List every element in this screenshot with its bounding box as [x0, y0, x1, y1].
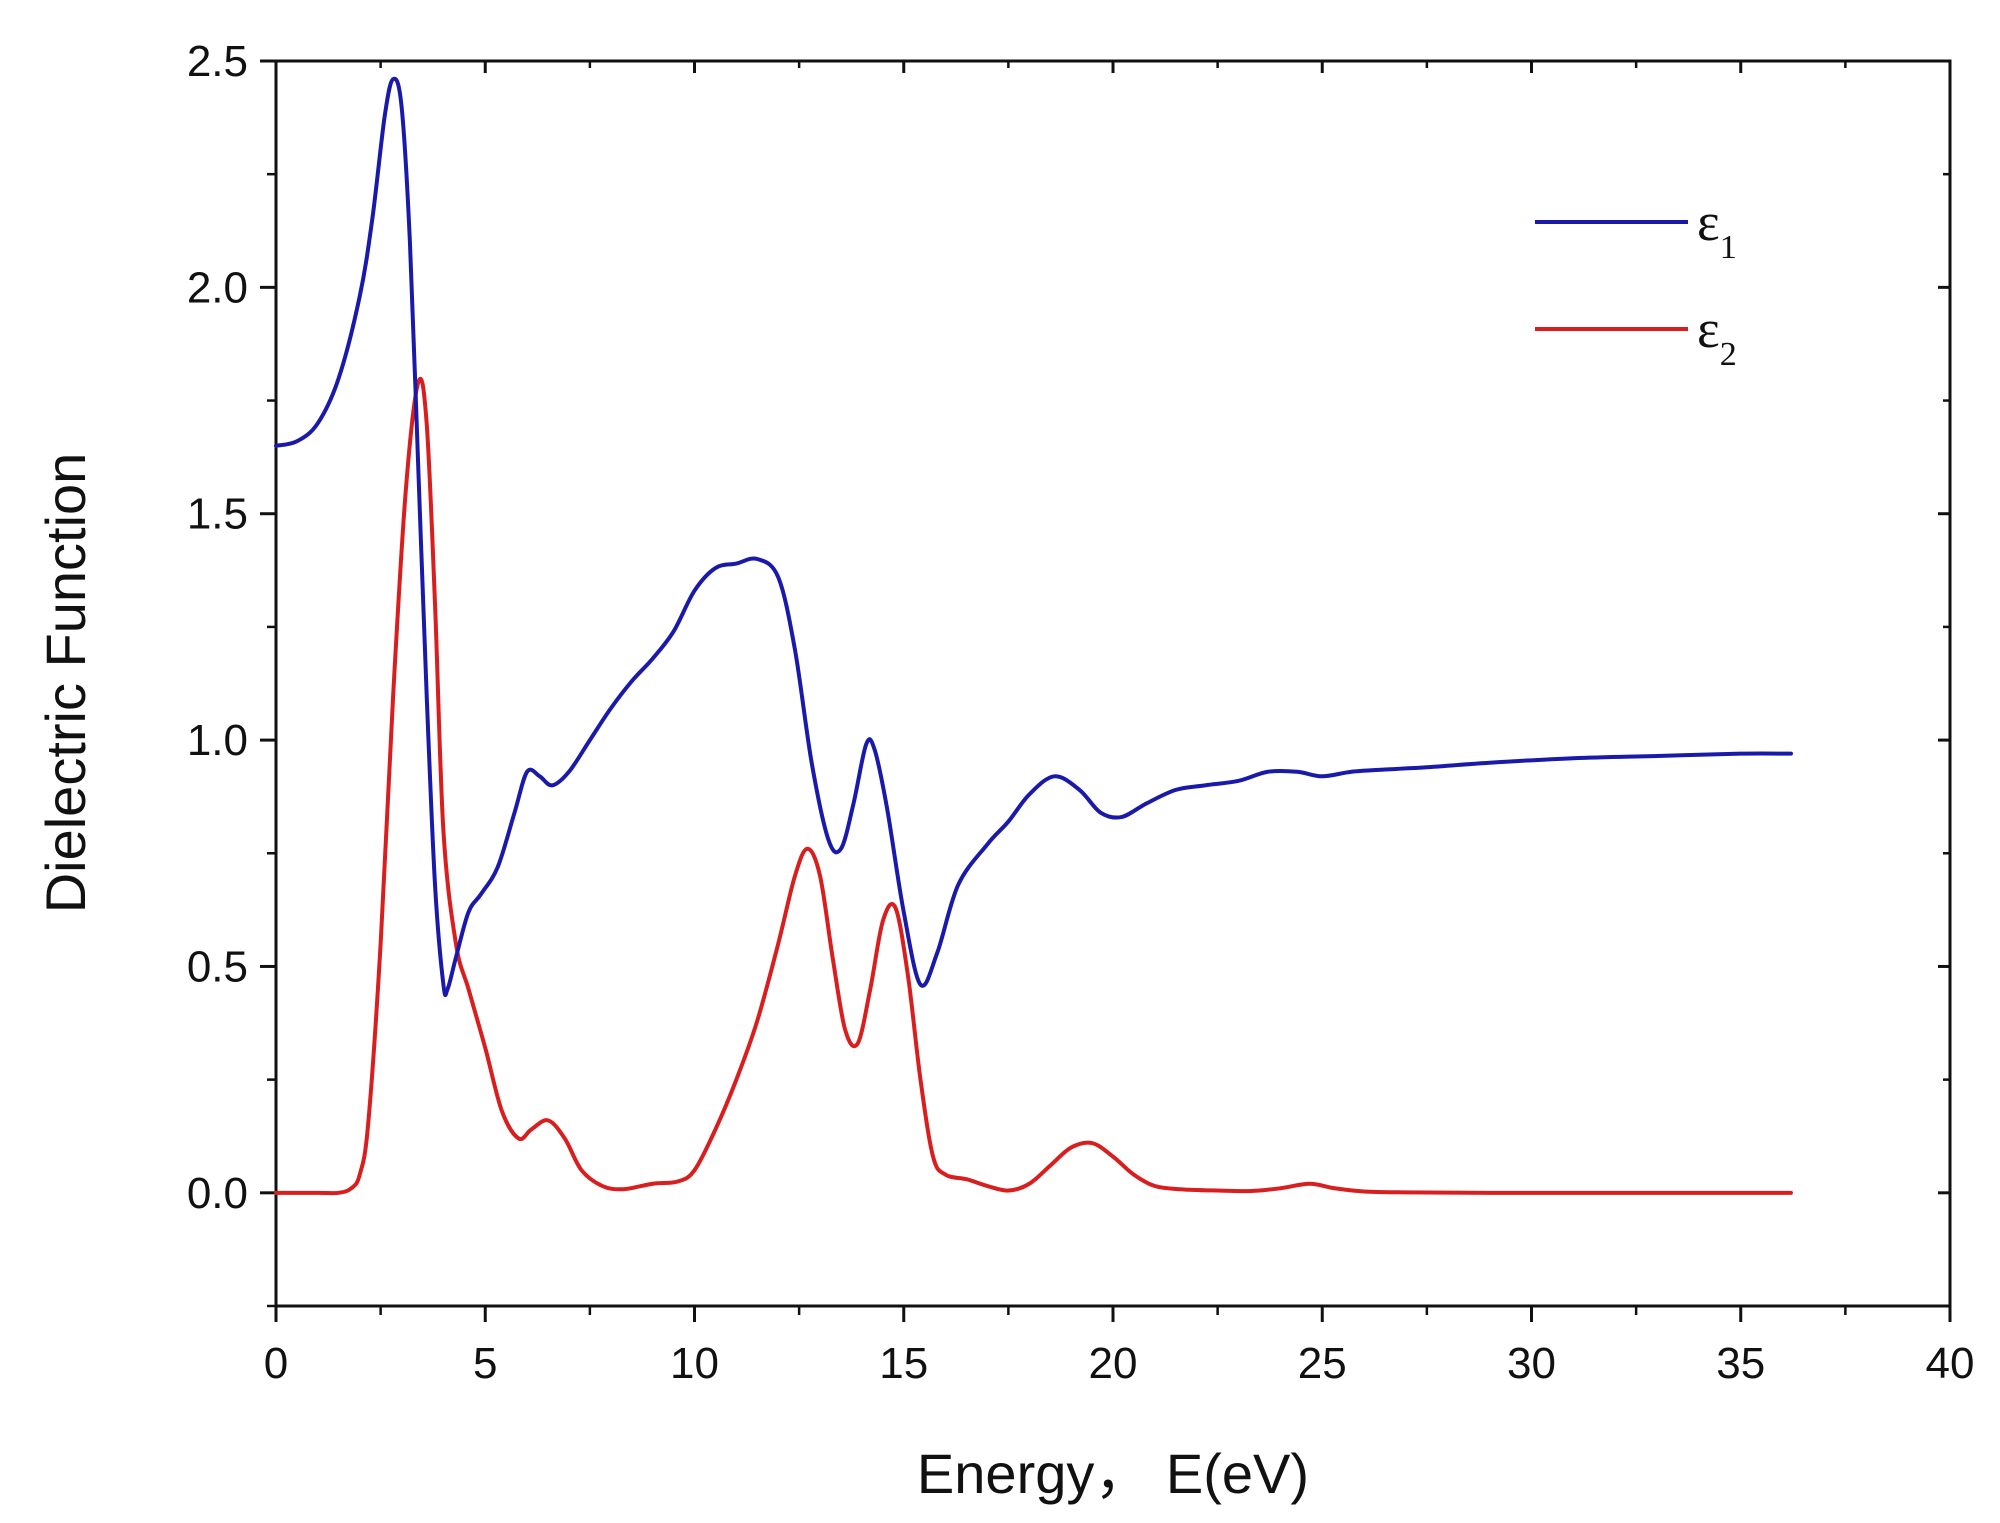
y-tick-label: 1.5	[187, 490, 248, 539]
x-tick-label: 35	[1716, 1339, 1765, 1388]
y-axis-title: Dielectric Function	[34, 453, 97, 914]
legend-symbol: ε	[1697, 299, 1720, 359]
y-tick-label: 2.0	[187, 263, 248, 312]
x-tick-label: 0	[264, 1339, 288, 1388]
legend-label-epsilon-2: ε2	[1697, 299, 1737, 373]
y-tick-label: 2.5	[187, 37, 248, 86]
series-line-epsilon-2	[274, 376, 1793, 1196]
y-tick-label: 0.0	[187, 1169, 248, 1218]
y-tick-label: 1.0	[187, 716, 248, 765]
series-line-epsilon-1	[274, 76, 1793, 998]
series-layer	[274, 76, 1793, 1196]
x-tick-label: 25	[1298, 1339, 1347, 1388]
x-tick-label: 15	[879, 1339, 928, 1388]
x-tick-label: 20	[1089, 1339, 1138, 1388]
x-axis-ticks: 0 5 10 15 20 25 30 35 40	[264, 61, 1975, 1388]
x-tick-label: 30	[1507, 1339, 1556, 1388]
legend-subscript: 2	[1720, 336, 1737, 373]
x-axis-title: Energy， E(eV)	[917, 1442, 1309, 1505]
y-axis-ticks: 0.0 0.5 1.0 1.5 2.0 2.5	[187, 37, 1950, 1308]
y-tick-label: 0.5	[187, 942, 248, 991]
x-tick-label: 5	[473, 1339, 497, 1388]
legend-label-epsilon-1: ε1	[1697, 192, 1737, 266]
x-tick-label: 40	[1926, 1339, 1975, 1388]
x-tick-label: 10	[670, 1339, 719, 1388]
legend-symbol: ε	[1697, 192, 1720, 252]
legend-subscript: 1	[1720, 229, 1737, 266]
